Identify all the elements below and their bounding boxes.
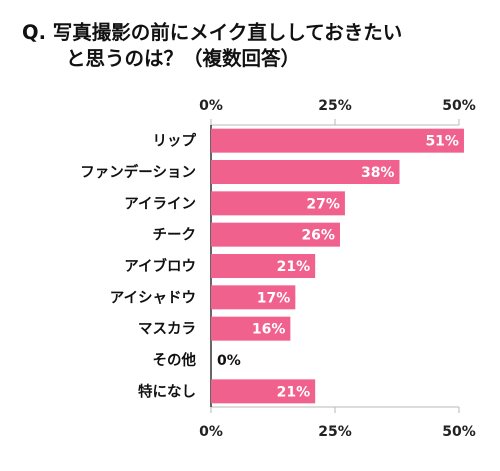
category-label-7: マスカラ bbox=[138, 321, 196, 338]
category-label-6: アイシャドウ bbox=[110, 289, 196, 306]
x-tick-label-bottom-0: 0% bbox=[199, 424, 223, 440]
value-label-1: 51% bbox=[425, 134, 459, 150]
x-tick-label-top-50: 50% bbox=[442, 98, 476, 114]
value-label-3: 27% bbox=[306, 196, 340, 212]
category-label-8: その他 bbox=[153, 351, 197, 369]
chart-title-line-2: と思うのは？（複数回答） bbox=[66, 47, 301, 70]
value-label-9: 21% bbox=[277, 384, 311, 400]
category-label-1: リップ bbox=[153, 133, 197, 150]
category-label-2: ファンデーション bbox=[80, 163, 196, 181]
bar-4 bbox=[211, 222, 340, 247]
x-tick-label-top-0: 0% bbox=[199, 98, 223, 114]
bar-2 bbox=[211, 160, 400, 184]
bar-5 bbox=[211, 254, 316, 278]
category-label-9: 特になし bbox=[138, 382, 196, 400]
category-label-3: アイライン bbox=[124, 196, 196, 212]
bar-7 bbox=[211, 316, 291, 341]
chart-title-line-1: Q. 写真撮影の前にメイク直ししておきたい bbox=[22, 21, 403, 44]
x-tick-label-top-25: 25% bbox=[318, 98, 352, 114]
value-label-2: 38% bbox=[361, 165, 395, 181]
value-label-4: 26% bbox=[301, 228, 335, 244]
value-label-7: 16% bbox=[252, 322, 286, 338]
bar-6 bbox=[211, 285, 296, 310]
bar-3 bbox=[211, 191, 345, 216]
value-label-5: 21% bbox=[277, 259, 311, 275]
bar-1 bbox=[211, 128, 464, 153]
value-label-6: 17% bbox=[257, 290, 291, 306]
bar-9 bbox=[211, 379, 316, 404]
value-label-8: 0% bbox=[217, 353, 241, 369]
category-label-4: チーク bbox=[153, 227, 197, 244]
x-tick-label-bottom-50: 50% bbox=[442, 424, 476, 440]
x-tick-label-bottom-25: 25% bbox=[318, 424, 352, 440]
category-label-5: アイブロウ bbox=[124, 257, 196, 275]
chart-title: Q. 写真撮影の前にメイク直ししておきたい と思うのは？（複数回答） bbox=[22, 20, 402, 72]
